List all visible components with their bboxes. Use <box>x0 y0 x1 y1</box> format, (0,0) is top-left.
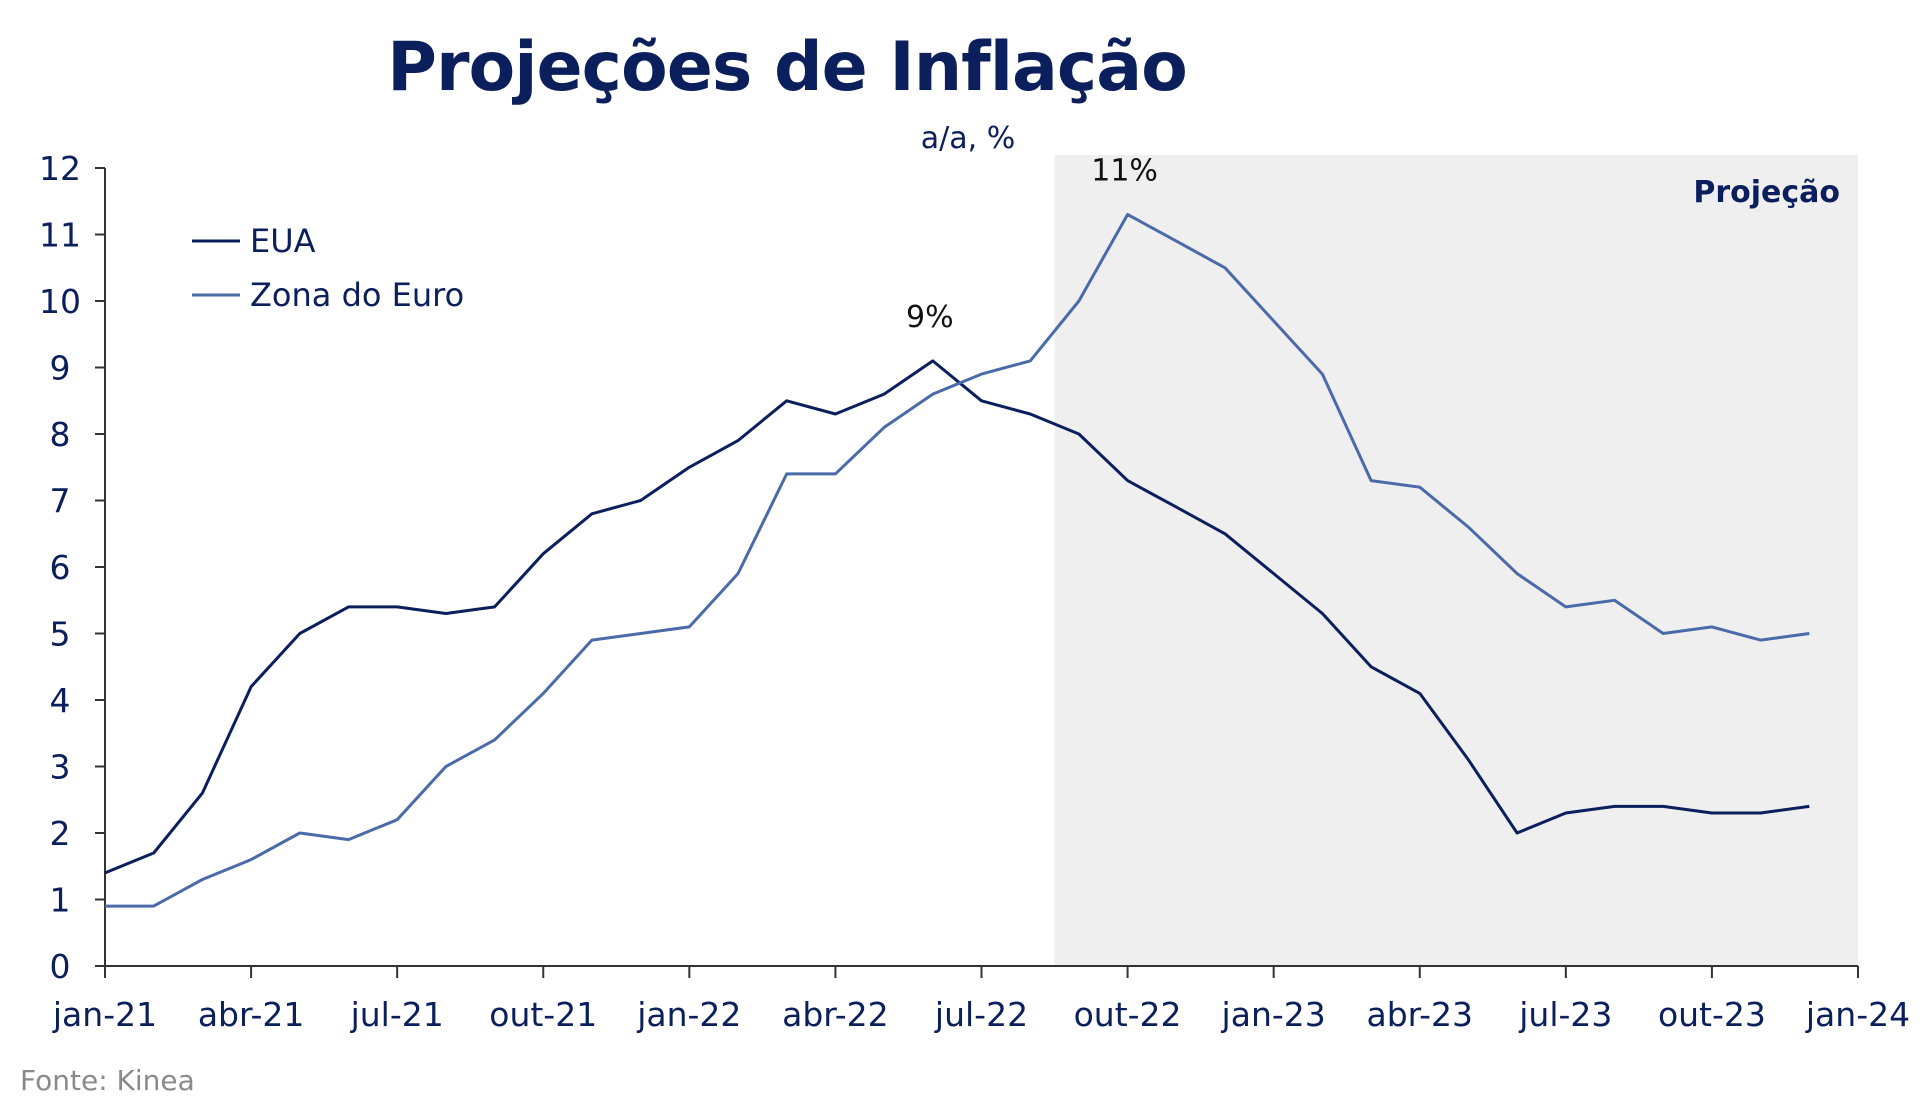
x-tick-label: abr-21 <box>198 995 305 1034</box>
x-tick-label: jul-21 <box>350 995 444 1034</box>
y-tick-label: 12 <box>39 149 81 188</box>
y-tick-label: 2 <box>50 814 71 853</box>
projection-label: Projeção <box>1693 175 1840 210</box>
x-tick-label: out-22 <box>1074 995 1182 1034</box>
source-note: Fonte: Kinea <box>20 1064 195 1097</box>
series-layer <box>104 213 1810 908</box>
y-tick-label: 0 <box>50 947 71 986</box>
chart-title: Projeções de Inflação <box>387 28 1187 107</box>
legend-label-zona-do-euro: Zona do Euro <box>250 276 464 314</box>
legend-label-eua: EUA <box>250 222 316 260</box>
y-tick-label: 4 <box>50 681 71 720</box>
y-tick-label: 3 <box>50 748 71 787</box>
y-tick-label: 5 <box>50 615 71 654</box>
x-tick-label: jan-21 <box>52 995 157 1034</box>
series-line-zona-do-euro <box>105 213 1810 908</box>
y-tick-label: 10 <box>39 282 81 321</box>
x-tick-label: jan-24 <box>1805 995 1910 1034</box>
x-tick-label: jul-22 <box>934 995 1028 1034</box>
x-tick-label: jan-23 <box>1221 995 1326 1034</box>
x-tick-label: jul-23 <box>1518 995 1612 1034</box>
peak-annotation-label: 11% <box>1091 154 1158 189</box>
series-line-eua <box>104 359 1810 875</box>
legend: EUA Zona do Euro <box>192 222 464 314</box>
x-axis: jan-21 abr-21 jul-21 out-21 jan-22 abr-22 jul-… <box>52 965 1910 1034</box>
y-tick-label: 6 <box>50 548 71 587</box>
y-tick-label: 9 <box>50 349 71 388</box>
chart-subtitle: a/a, % <box>921 121 1015 156</box>
y-tick-label: 7 <box>50 482 71 521</box>
x-tick-label: out-21 <box>489 995 597 1034</box>
annotations-layer: 9% 11% <box>906 154 1158 335</box>
x-tick-label: out-23 <box>1658 995 1766 1034</box>
y-tick-label: 8 <box>50 415 71 454</box>
y-tick-label: 1 <box>50 881 71 920</box>
x-tick-label: abr-22 <box>782 995 889 1034</box>
peak-annotation-label: 9% <box>906 300 954 335</box>
x-tick-label: jan-22 <box>636 995 741 1034</box>
projection-shaded-area <box>1054 155 1858 966</box>
x-tick-label: abr-23 <box>1366 995 1473 1034</box>
y-tick-label: 11 <box>39 216 81 255</box>
